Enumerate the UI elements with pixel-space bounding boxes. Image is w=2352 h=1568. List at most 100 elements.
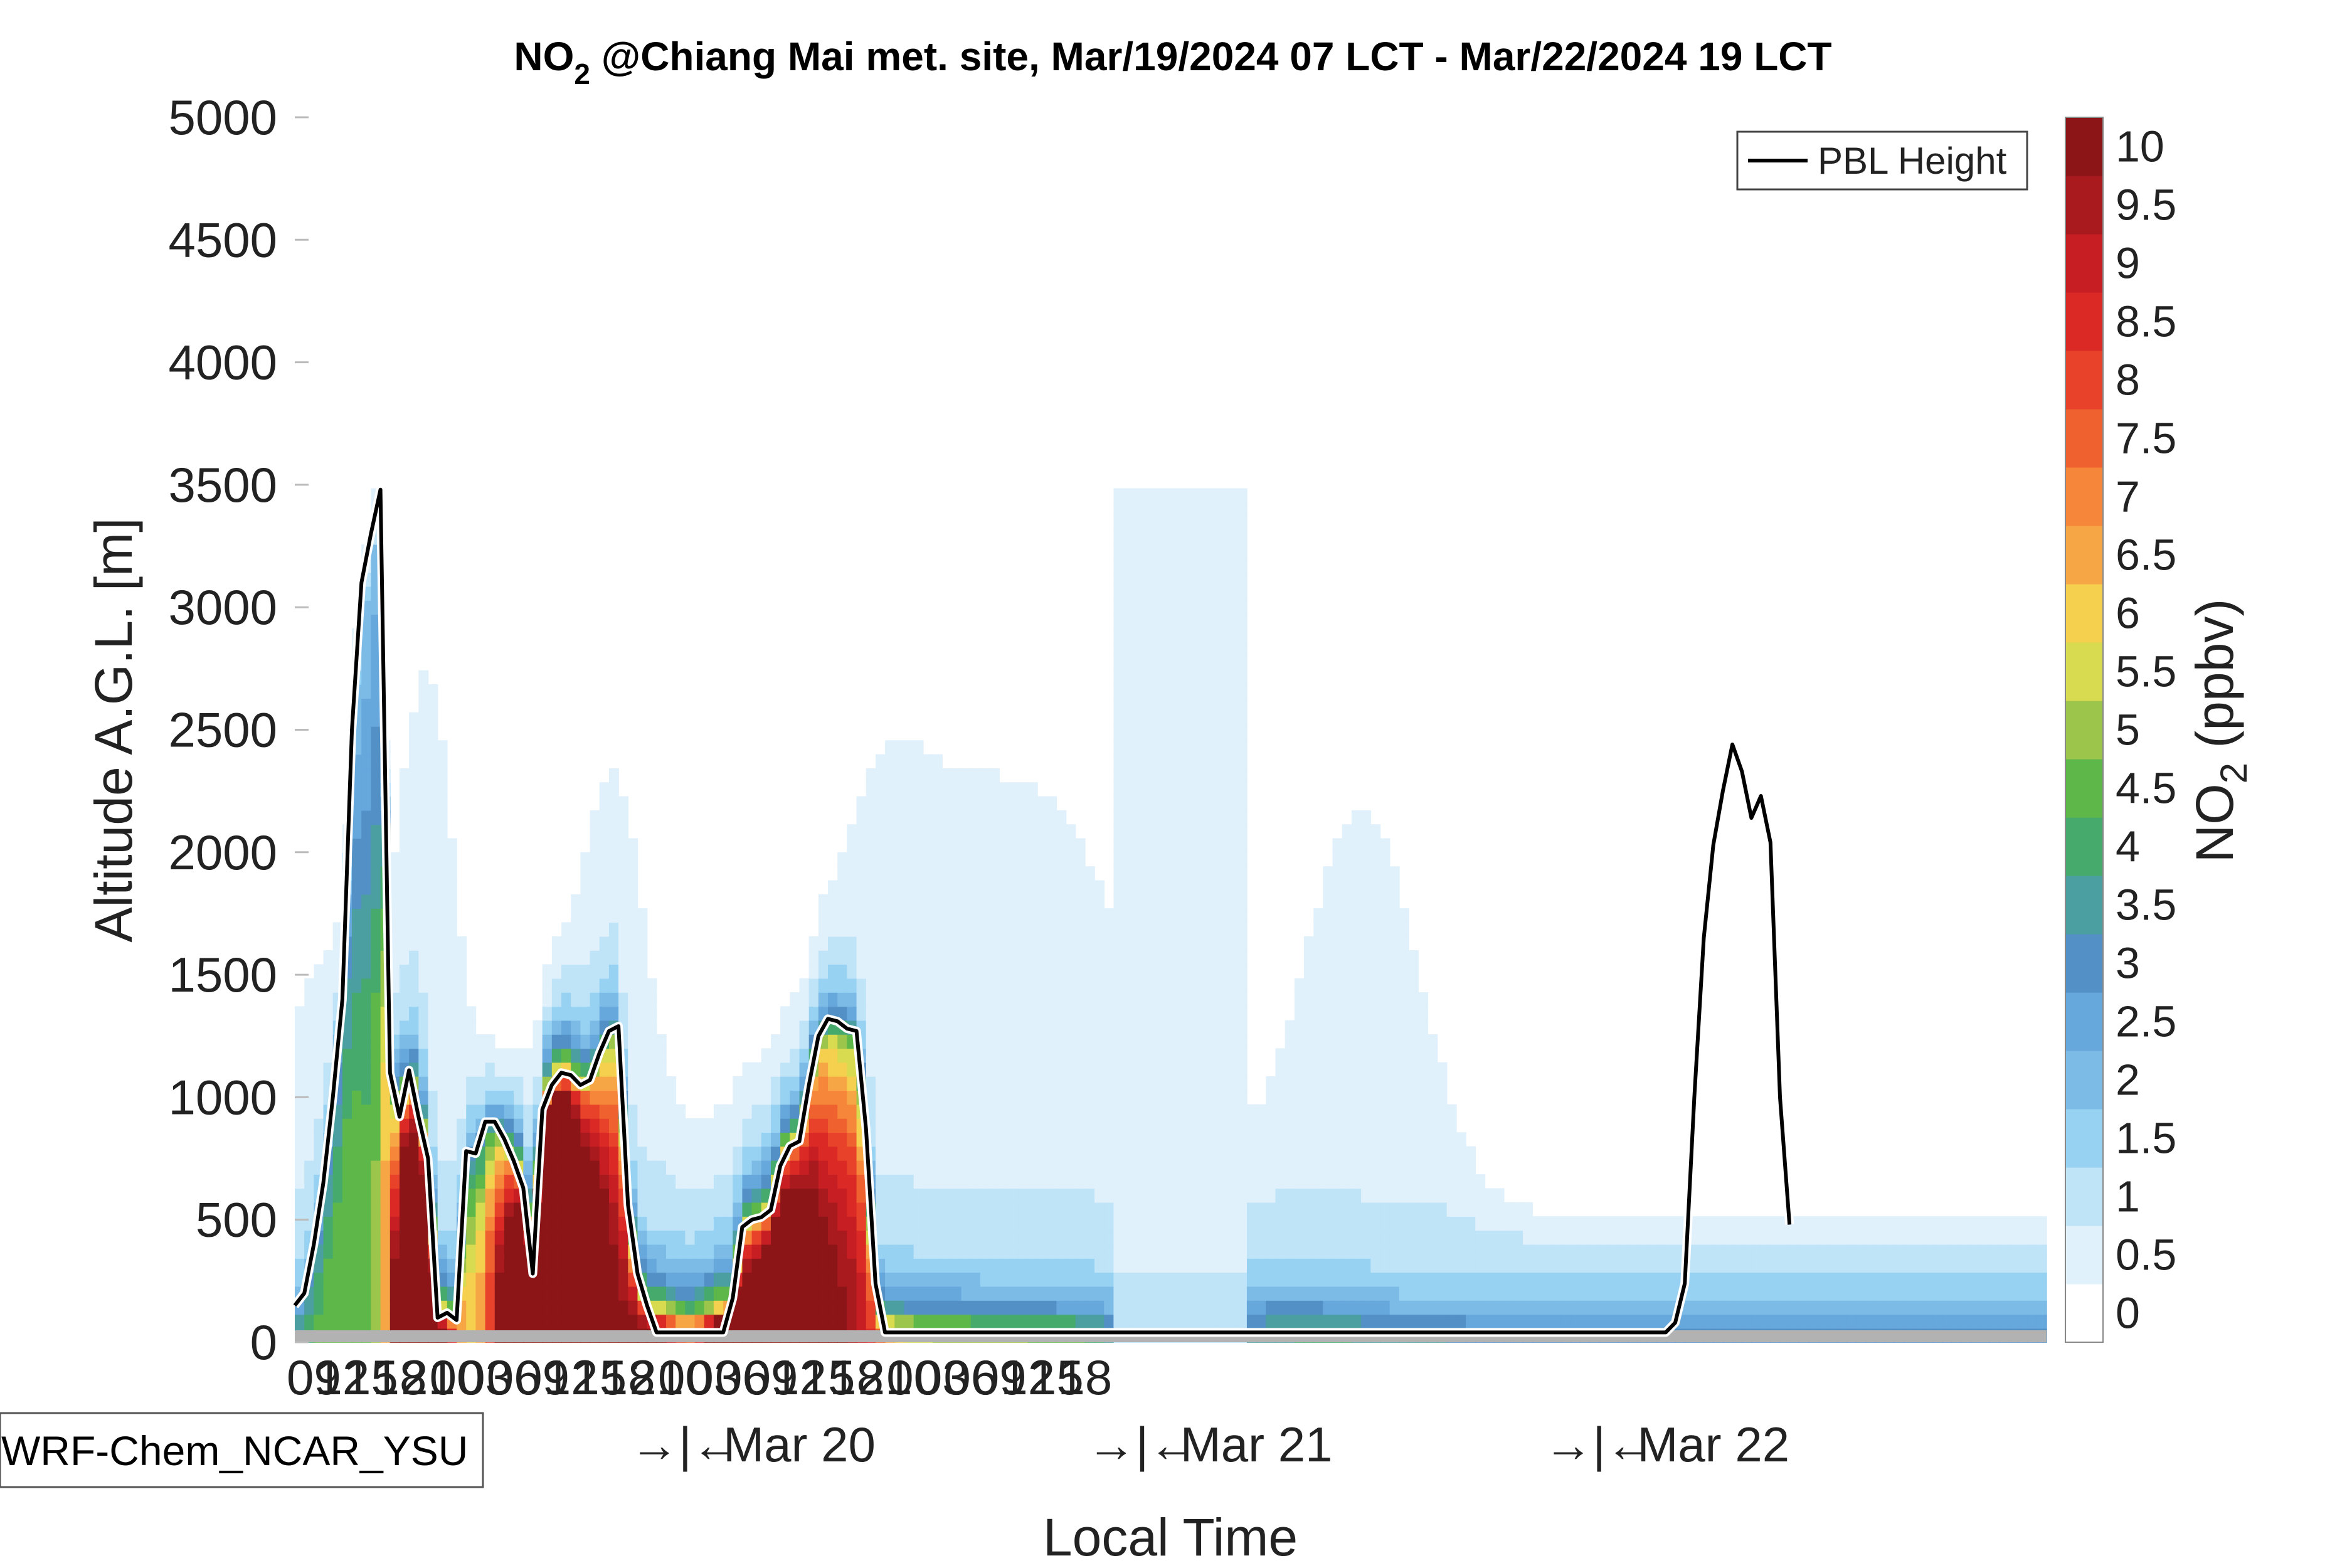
no2-cell (1170, 740, 1181, 755)
no2-cell (1142, 950, 1152, 965)
no2-cell (1018, 1006, 1029, 1021)
no2-cell (980, 894, 990, 909)
no2-cell (875, 768, 886, 783)
no2-cell (704, 1230, 714, 1245)
x-tick-label: 09 (515, 1350, 569, 1405)
no2-cell (485, 1048, 495, 1063)
no2-cell (1342, 1216, 1352, 1231)
no2-cell (428, 964, 438, 979)
no2-cell (571, 1118, 581, 1133)
no2-cell (1018, 1090, 1029, 1105)
no2-cell (1942, 1314, 1952, 1329)
colorbar-segment (2065, 467, 2103, 526)
no2-cell (951, 1258, 962, 1273)
no2-cell (1237, 1118, 1248, 1133)
no2-cell (1180, 1314, 1190, 1329)
no2-cell (1189, 726, 1200, 741)
no2-cell (380, 1314, 391, 1329)
no2-cell (389, 1244, 400, 1259)
no2-cell (637, 922, 648, 937)
no2-cell (1399, 1118, 1409, 1133)
no2-cell (1808, 1244, 1819, 1259)
no2-cell (1066, 1020, 1076, 1035)
no2-cell (1084, 1202, 1095, 1217)
no2-cell (1266, 1314, 1276, 1329)
no2-cell (1075, 1188, 1086, 1203)
no2-cell (837, 1146, 848, 1161)
no2-cell (1123, 1076, 1133, 1091)
no2-cell (504, 1216, 514, 1231)
no2-cell (466, 1048, 477, 1063)
no2-cell (1437, 1118, 1448, 1133)
no2-cell (1961, 1258, 1971, 1273)
no2-cell (713, 1118, 724, 1133)
no2-cell (561, 1076, 571, 1091)
no2-cell (1104, 1300, 1115, 1315)
no2-cell (1056, 978, 1067, 993)
no2-cell (418, 740, 429, 755)
no2-cell (1037, 1286, 1047, 1301)
no2-cell (1094, 1118, 1105, 1133)
no2-cell (1913, 1314, 1924, 1329)
no2-cell (1066, 1286, 1076, 1301)
no2-cell (608, 1272, 619, 1287)
no2-cell (885, 866, 896, 881)
no2-cell (1037, 1188, 1047, 1203)
no2-cell (885, 1160, 896, 1175)
no2-cell (1189, 838, 1200, 853)
no2-cell (1304, 1020, 1314, 1035)
no2-cell (1209, 1146, 1219, 1161)
no2-cell (970, 1034, 981, 1049)
no2-cell (675, 1118, 686, 1133)
no2-cell (1389, 1076, 1400, 1091)
no2-cell (618, 1006, 629, 1021)
no2-cell (780, 1230, 791, 1245)
no2-cell (1770, 1300, 1781, 1315)
no2-cell (1152, 656, 1162, 671)
no2-cell (1266, 1202, 1276, 1217)
no2-cell (1332, 1020, 1343, 1035)
no2-cell (447, 1146, 457, 1161)
no2-cell (304, 1146, 315, 1161)
no2-cell (361, 670, 372, 685)
no2-cell (1227, 488, 1238, 503)
no2-cell (447, 936, 457, 951)
no2-cell (637, 978, 648, 993)
no2-cell (1313, 1230, 1324, 1245)
no2-cell (342, 1076, 352, 1091)
no2-cell (1161, 726, 1172, 741)
no2-cell (790, 1188, 800, 1203)
no2-cell (1047, 1006, 1057, 1021)
x-tick-label: 12 (1000, 1350, 1055, 1405)
no2-cell (380, 1272, 391, 1287)
no2-cell (1904, 1230, 1914, 1245)
no2-cell (551, 950, 562, 965)
no2-cell (523, 1104, 534, 1119)
no2-cell (1437, 1202, 1448, 1217)
no2-cell (447, 852, 457, 867)
no2-cell (1009, 908, 1019, 923)
no2-cell (656, 1132, 667, 1147)
no2-cell (1580, 1286, 1591, 1301)
no2-cell (352, 1188, 363, 1203)
no2-cell (1066, 1272, 1076, 1287)
no2-cell (628, 1146, 638, 1161)
no2-cell (904, 866, 914, 881)
no2-cell (352, 1146, 363, 1161)
no2-cell (923, 1062, 933, 1077)
no2-cell (1152, 1258, 1162, 1273)
no2-cell (637, 1314, 648, 1329)
no2-cell (1523, 1314, 1534, 1329)
no2-cell (933, 1006, 943, 1021)
no2-cell (894, 1076, 905, 1091)
no2-cell (913, 922, 924, 937)
no2-cell (1066, 1314, 1076, 1329)
no2-cell (751, 1146, 762, 1161)
no2-cell (1123, 488, 1133, 503)
no2-cell (1170, 922, 1181, 937)
no2-cell (437, 922, 448, 937)
no2-cell (1370, 824, 1381, 839)
no2-cell (1180, 558, 1190, 573)
no2-cell (1408, 1034, 1419, 1049)
no2-cell (409, 796, 420, 811)
